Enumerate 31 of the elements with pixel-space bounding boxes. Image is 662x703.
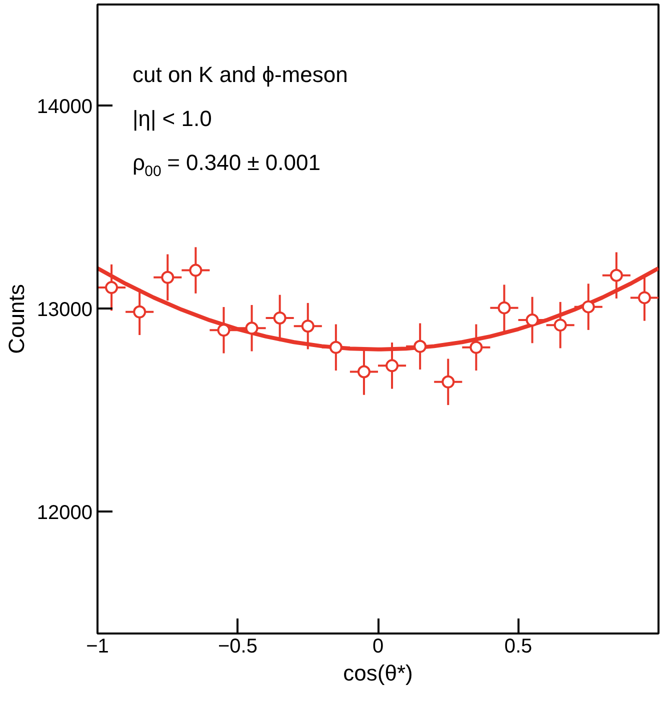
point — [554, 318, 567, 332]
annotation: cut on K and ϕ-meson — [132, 62, 348, 87]
x-tick-label: −1 — [86, 636, 109, 658]
y-tick-label: 13000 — [36, 298, 93, 321]
point — [582, 300, 595, 314]
point — [442, 375, 455, 388]
point — [273, 311, 286, 324]
point — [245, 322, 258, 335]
point — [105, 281, 118, 294]
point — [357, 365, 370, 378]
point — [610, 268, 623, 282]
x-tick-label: 0.5 — [504, 636, 532, 658]
y-tick-label: 12000 — [36, 502, 93, 524]
point — [189, 264, 202, 277]
point — [301, 320, 314, 333]
point — [386, 359, 399, 372]
point — [526, 314, 539, 327]
point — [498, 301, 511, 314]
x-tick-label: 0 — [372, 636, 384, 658]
point — [133, 305, 146, 318]
annotation: |η| < 1.0 — [132, 106, 212, 131]
point — [638, 291, 651, 304]
point — [161, 270, 174, 284]
point — [329, 340, 342, 354]
x-tick-label: −0.5 — [218, 636, 258, 658]
point — [217, 324, 230, 337]
y-tick-label: 14000 — [36, 96, 93, 118]
y-axis-title: Counts — [4, 284, 29, 354]
point — [414, 340, 427, 353]
point — [470, 340, 483, 354]
x-axis-title: cos(θ*) — [343, 660, 413, 686]
